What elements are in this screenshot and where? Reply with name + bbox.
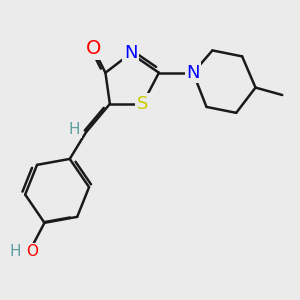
- Text: N: N: [124, 44, 137, 62]
- Text: O: O: [86, 39, 101, 58]
- Text: N: N: [186, 64, 200, 82]
- Text: H: H: [10, 244, 21, 259]
- Text: H: H: [68, 122, 80, 137]
- Text: O: O: [27, 244, 39, 259]
- Text: S: S: [137, 95, 148, 113]
